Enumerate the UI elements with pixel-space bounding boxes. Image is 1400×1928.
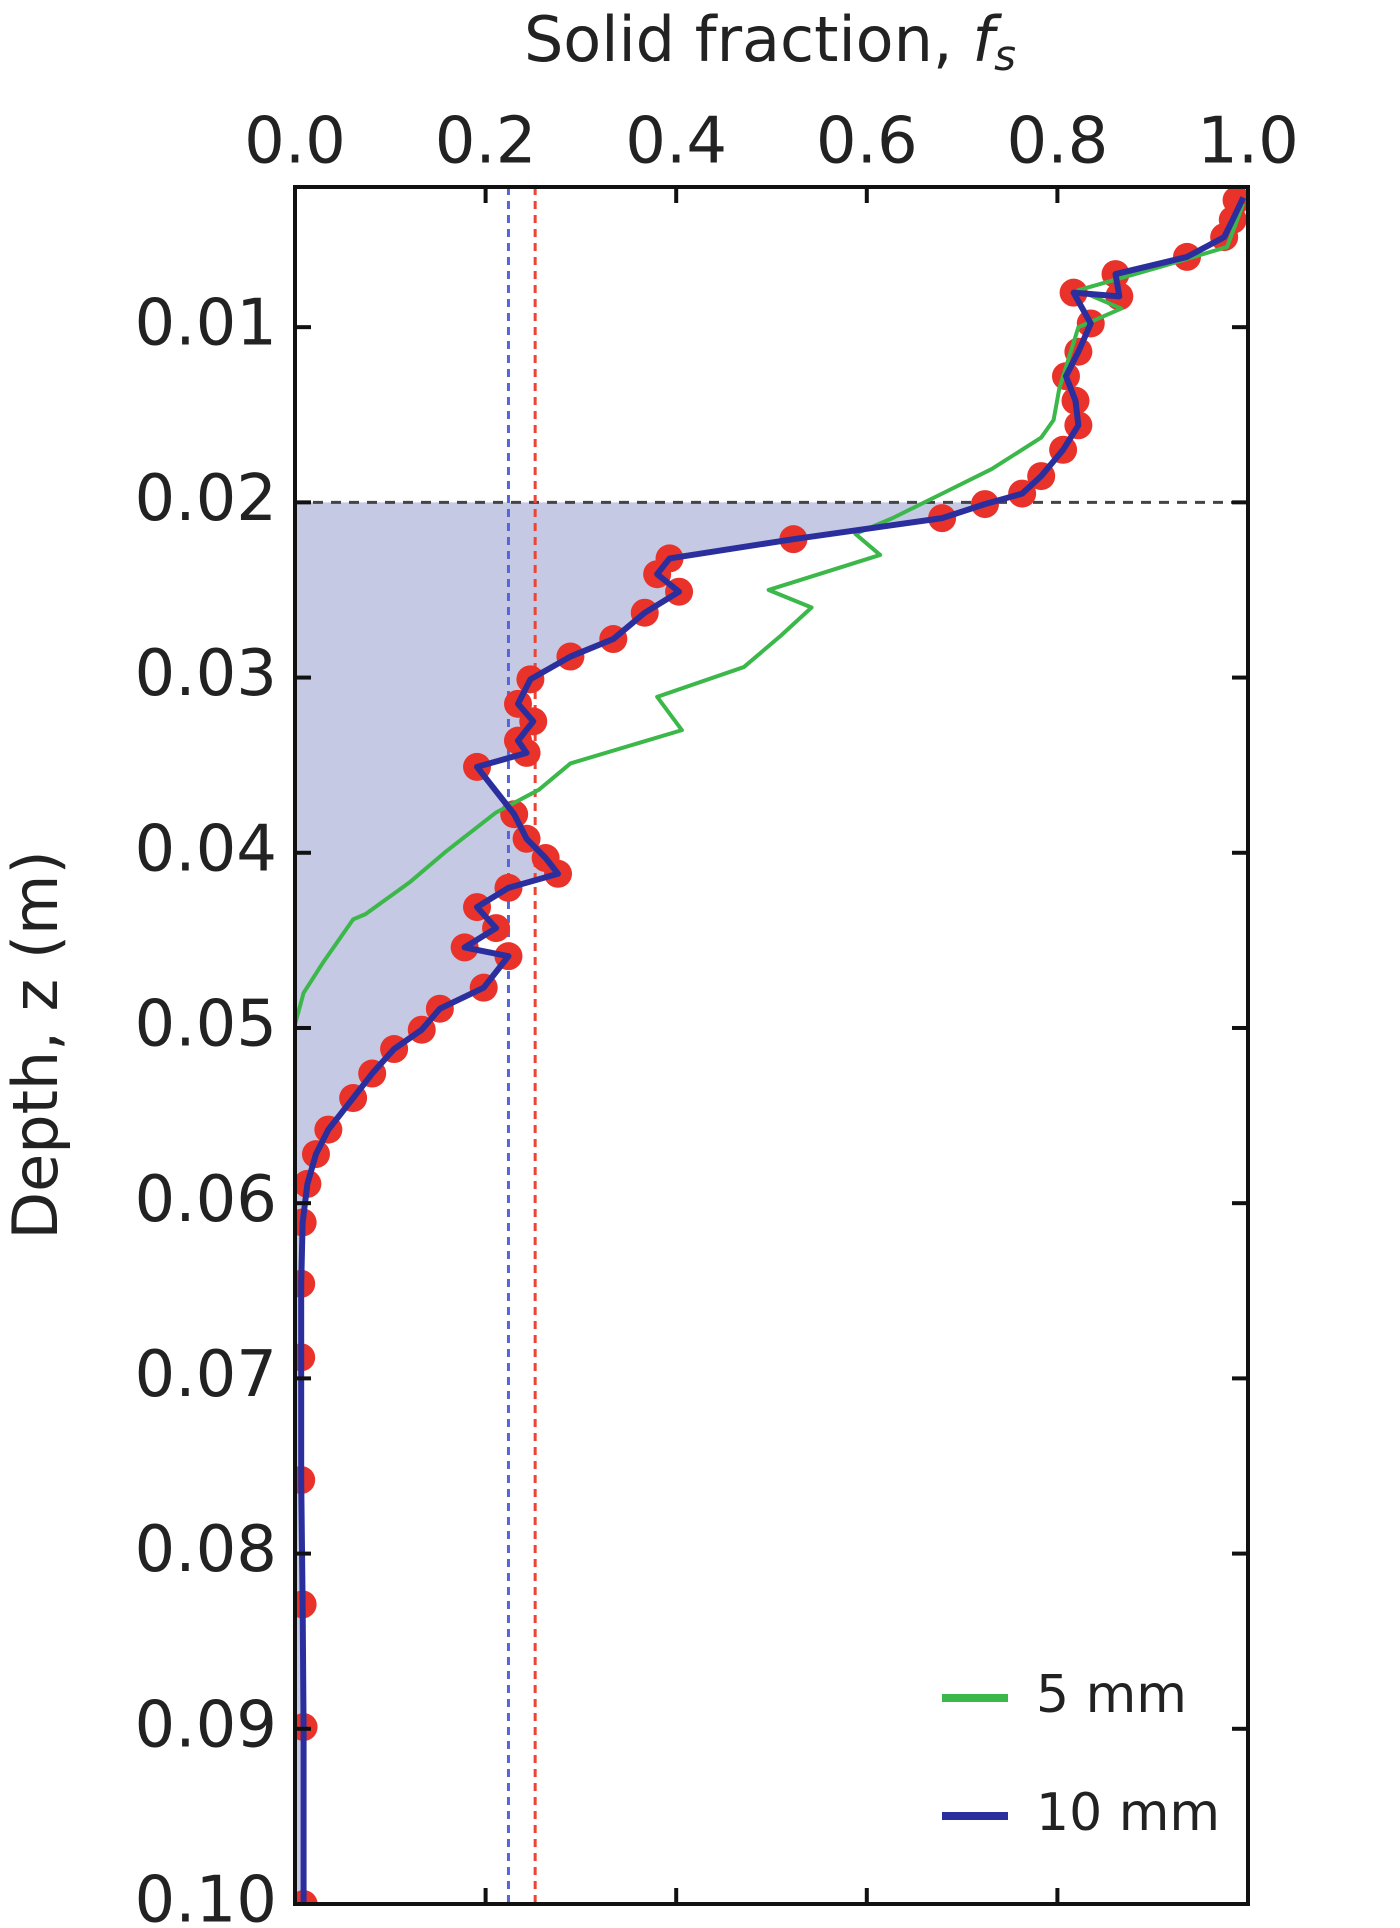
x-tick-label: 1.0 [1197, 105, 1299, 179]
legend-label: 10 mm [1036, 1783, 1220, 1843]
y-tick-label: 0.08 [135, 1513, 278, 1587]
x-tick-label: 0.2 [435, 105, 537, 179]
y-tick-label: 0.09 [135, 1688, 278, 1762]
x-tick-label: 0.4 [625, 105, 727, 179]
y-tick-label: 0.07 [135, 1338, 278, 1412]
chart-title: Solid fraction, fs [524, 3, 1016, 79]
plot-frame [293, 185, 1250, 1906]
x-tick-label: 0.6 [816, 105, 918, 179]
y-tick-label: 0.05 [135, 988, 278, 1062]
y-tick-label: 0.06 [135, 1163, 278, 1237]
x-tick-label: 0.8 [1007, 105, 1109, 179]
y-tick-label: 0.02 [135, 462, 278, 536]
x-tick-label: 0.0 [244, 105, 346, 179]
y-tick-label: 0.03 [135, 637, 278, 711]
y-axis-title: Depth, z (m) [0, 850, 72, 1239]
title-text: Solid fraction, [524, 3, 972, 76]
legend-label: 5 mm [1036, 1665, 1187, 1725]
y-tick-label: 0.10 [135, 1864, 278, 1928]
title-subscript: s [994, 31, 1016, 80]
axes: 0.0 0.2 0.4 0.6 0.8 1.0 0.01 0.02 0.03 0.04 0.05 0.… [135, 105, 1299, 1928]
y-tick-label: 0.04 [135, 812, 278, 886]
y-tick-label: 0.01 [135, 287, 278, 361]
shaded-area [295, 502, 992, 1904]
series-line [295, 203, 1246, 1026]
series-line [298, 196, 1246, 1904]
plot-area [295, 187, 1248, 1904]
